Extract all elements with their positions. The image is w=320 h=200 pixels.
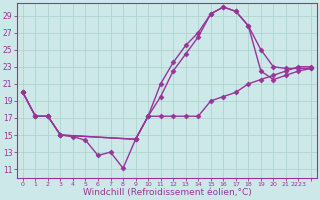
X-axis label: Windchill (Refroidissement éolien,°C): Windchill (Refroidissement éolien,°C) xyxy=(83,188,251,197)
